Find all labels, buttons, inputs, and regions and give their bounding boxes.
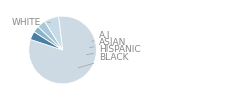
- Wedge shape: [34, 27, 63, 50]
- Text: BLACK: BLACK: [78, 53, 129, 68]
- Text: WHITE: WHITE: [12, 18, 50, 27]
- Text: HISPANIC: HISPANIC: [86, 45, 141, 55]
- Wedge shape: [30, 32, 63, 50]
- Text: ASIAN: ASIAN: [90, 38, 126, 48]
- Wedge shape: [29, 16, 96, 84]
- Wedge shape: [38, 21, 63, 50]
- Wedge shape: [45, 16, 63, 50]
- Text: A.I.: A.I.: [92, 31, 114, 42]
